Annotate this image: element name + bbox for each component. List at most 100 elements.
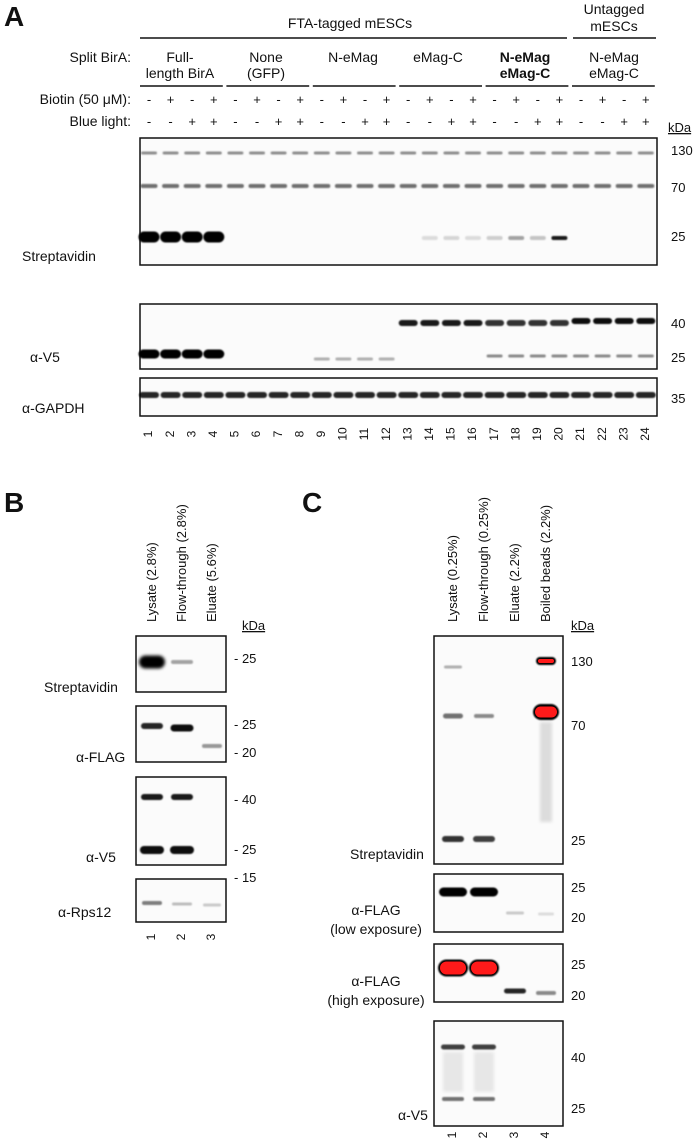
band-a-strep-70 [378, 184, 396, 188]
band-a-gapdh [549, 392, 570, 398]
lane-number-a: 24 [638, 427, 652, 441]
lane-number-c: 1 [445, 1131, 459, 1138]
band-a-gapdh [355, 392, 375, 398]
band-a-strep-70 [226, 184, 244, 188]
light-sign: - [600, 114, 604, 129]
band-a-gapdh [160, 392, 181, 398]
band-a-gapdh [441, 392, 462, 398]
light-sign: - [147, 114, 151, 129]
biotin-sign: - [579, 92, 583, 107]
light-sign: - [406, 114, 410, 129]
band-a-strep-70 [205, 184, 223, 188]
band-a-strep-70 [442, 184, 460, 188]
marker-a-25: 25 [671, 229, 685, 244]
lane-numbers-b: 1 2 3 [144, 933, 218, 940]
band-a-gapdh [311, 392, 332, 398]
band-a-strep-25 [551, 236, 568, 240]
band-a-v5-40 [636, 318, 656, 324]
biotin-sign: + [340, 92, 348, 107]
blot-b-flag [135, 705, 227, 763]
biotin-sign: - [276, 92, 280, 107]
marker-b-v5-25: - 25 [234, 842, 256, 857]
band-c-flag-low [506, 911, 524, 915]
blot-a-v5-label: α-V5 [30, 349, 60, 365]
band-a-v5-40 [420, 320, 440, 326]
biotin-sign: - [622, 92, 626, 107]
band-a-strep-25 [421, 236, 438, 240]
light-sign: - [233, 114, 237, 129]
blot-a-streptavidin [139, 137, 658, 266]
band-c-flag-high [504, 988, 526, 994]
lane-number-a: 21 [573, 427, 587, 441]
band-a-v5-25 [594, 354, 611, 358]
band-a-gapdh [614, 392, 635, 398]
band-a-strep-70 [486, 184, 504, 188]
condition-label-1-2: length BirA [146, 65, 215, 81]
band-a-gapdh [268, 392, 289, 398]
band-a-strep-70 [550, 184, 568, 188]
condition-label-6-1: N-eMag [589, 49, 639, 65]
band-a-v5-25 [203, 349, 225, 359]
lane-header-b: Flow-through (2.8%) [174, 504, 189, 622]
blot-c-v5-label: α-V5 [398, 1107, 428, 1123]
lane-number-a: 5 [228, 430, 242, 437]
band-a-v5-25 [160, 349, 182, 359]
blot-b-rps12 [135, 878, 227, 923]
biotin-label: Biotin (50 μM): [40, 91, 131, 107]
band-a-v5-25 [637, 354, 654, 358]
biotin-sign: - [320, 92, 324, 107]
condition-label-5-1: N-eMag [500, 49, 551, 65]
biotin-sign: + [296, 92, 304, 107]
condition-label-2-2: (GFP) [247, 65, 285, 81]
blot-c-streptavidin-label: Streptavidin [350, 846, 424, 862]
panel-b-letter: B [4, 487, 24, 518]
band-c-v5-smear [443, 1052, 463, 1092]
light-sign: - [492, 114, 496, 129]
lane-number-a: 23 [616, 427, 630, 441]
band-b-flag-25 [170, 724, 194, 732]
band-a-gapdh [247, 392, 267, 398]
blot-b-rps12-label: α-Rps12 [58, 904, 111, 920]
blot-b-bands [139, 655, 222, 907]
light-sign: + [556, 114, 564, 129]
band-a-strep-130 [443, 151, 460, 155]
condition-label-3: N-eMag [328, 49, 378, 65]
biotin-sign: + [167, 92, 175, 107]
band-a-strep-25 [529, 236, 546, 240]
band-a-strep-70 [421, 184, 439, 188]
band-a-strep-70 [637, 184, 655, 188]
biotin-sign: + [210, 92, 218, 107]
lane-numbers-a: 1 2 3 4 5 6 7 8 9 10 11 12 13 14 15 16 17 18 19 20 21 22 23 24 [141, 427, 652, 441]
light-sign: + [469, 114, 477, 129]
lane-number-a: 19 [530, 427, 544, 441]
band-a-v5-25 [573, 354, 589, 358]
band-c-v5-40 [472, 1044, 496, 1050]
band-a-strep-130 [400, 151, 417, 155]
band-b-rps12 [172, 902, 192, 906]
blot-a-streptavidin-label: Streptavidin [22, 248, 96, 264]
band-a-v5-25 [551, 354, 568, 358]
blot-c-flag-high-label-2: (high exposure) [327, 992, 424, 1008]
band-a-strep-130 [551, 151, 568, 155]
lane-number-a: 15 [444, 427, 458, 441]
band-a-strep-130 [616, 151, 633, 155]
biotin-sign: + [556, 92, 564, 107]
band-a-v5-40 [571, 318, 591, 324]
blot-a-v5 [139, 303, 658, 370]
band-a-strep-130 [378, 151, 395, 155]
band-a-strep-25 [160, 231, 182, 243]
band-b-strep [171, 660, 193, 664]
biotin-sign: + [512, 92, 520, 107]
blot-b-v5-label: α-V5 [86, 849, 116, 865]
panel-a: A FTA-tagged mESCs Untagged mESCs Split … [4, 1, 693, 441]
lane-number-a: 13 [400, 427, 414, 441]
lane-number-a: 20 [552, 427, 566, 441]
light-sign: - [168, 114, 172, 129]
band-a-strep-130 [529, 151, 546, 155]
band-b-rps12 [142, 901, 162, 905]
lane-number-a: 7 [271, 430, 285, 437]
blot-b-streptavidin-label: Streptavidin [44, 679, 118, 695]
lane-header-c: Boiled beads (2.2%) [538, 505, 553, 622]
band-a-strep-25 [508, 236, 525, 240]
